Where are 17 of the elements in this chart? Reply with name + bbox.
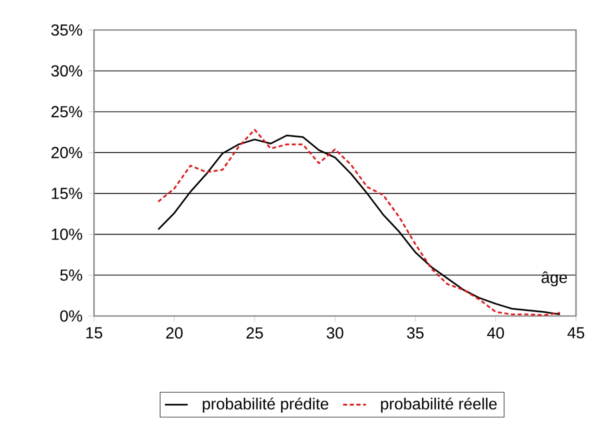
x-tick-label: 40 bbox=[487, 327, 504, 339]
x-tick-label: 45 bbox=[567, 327, 584, 338]
x-tick-label: 25 bbox=[246, 327, 263, 339]
y-tick-label: 35% bbox=[51, 24, 82, 36]
x-tick-label: 30 bbox=[326, 327, 344, 339]
y-tick-label: 5% bbox=[60, 270, 82, 281]
y-tick-label: 20% bbox=[51, 146, 82, 158]
y-tick-label: 10% bbox=[52, 228, 82, 240]
legend-label: probabilité prédite bbox=[202, 398, 328, 413]
x-tick-label: 15 bbox=[86, 327, 102, 338]
y-tick-label: 0% bbox=[60, 310, 82, 322]
y-tick-label: 15% bbox=[52, 188, 82, 200]
legend-label: probabilité réelle bbox=[381, 398, 497, 413]
x-tick-label: 35 bbox=[407, 327, 424, 339]
y-tick-label: 25% bbox=[51, 106, 82, 118]
y-tick-label: 30% bbox=[51, 65, 82, 77]
x-tick-label: 20 bbox=[166, 327, 183, 339]
